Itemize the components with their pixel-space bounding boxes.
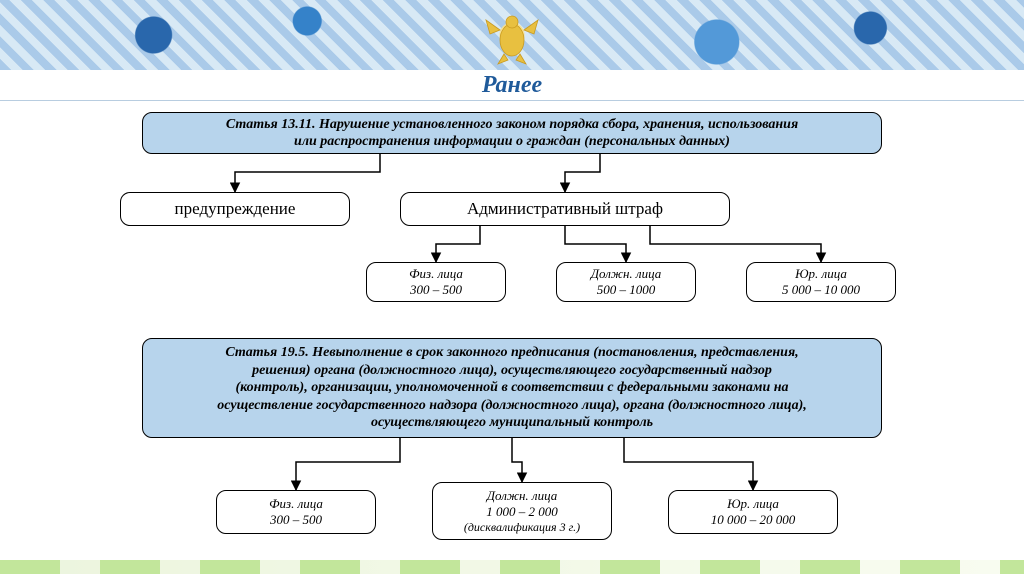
node-label: предупреждение bbox=[175, 199, 296, 219]
node-line: 10 000 – 20 000 bbox=[711, 512, 796, 528]
node-label: Административный штраф bbox=[467, 199, 663, 219]
header-line: осуществляющего муниципальный контроль bbox=[371, 414, 653, 432]
emblem-icon bbox=[482, 10, 542, 65]
node-admin-fine: Административный штраф bbox=[400, 192, 730, 226]
title-divider bbox=[0, 100, 1024, 101]
node-line: Физ. лица bbox=[409, 266, 463, 282]
node-line: 5 000 – 10 000 bbox=[782, 282, 860, 298]
node-line: Должн. лица bbox=[591, 266, 661, 282]
node-line: 500 – 1000 bbox=[597, 282, 656, 298]
node-fiz-2: Физ. лица 300 – 500 bbox=[216, 490, 376, 534]
bottom-decoration bbox=[0, 560, 1024, 574]
node-dolzh-2: Должн. лица 1 000 – 2 000 (дисквалификац… bbox=[432, 482, 612, 540]
node-line: 300 – 500 bbox=[270, 512, 322, 528]
node-yur-2: Юр. лица 10 000 – 20 000 bbox=[668, 490, 838, 534]
node-line: Должн. лица bbox=[487, 488, 557, 504]
node-line: Юр. лица bbox=[727, 496, 779, 512]
node-dolzh-1: Должн. лица 500 – 1000 bbox=[556, 262, 696, 302]
header-line: решения) органа (должностного лица), осу… bbox=[252, 362, 772, 380]
node-line: Юр. лица bbox=[795, 266, 847, 282]
page-title: Ранее bbox=[0, 72, 1024, 99]
header-line: или распространения информации о граждан… bbox=[294, 133, 730, 151]
node-warning: предупреждение bbox=[120, 192, 350, 226]
header-line: Статья 19.5. Невыполнение в срок законно… bbox=[225, 344, 798, 362]
header-line: осуществление государственного надзора (… bbox=[217, 397, 807, 415]
node-line: (дисквалификация 3 г.) bbox=[464, 520, 580, 535]
node-line: Физ. лица bbox=[269, 496, 323, 512]
node-line: 1 000 – 2 000 bbox=[486, 504, 558, 520]
article-19-5-header: Статья 19.5. Невыполнение в срок законно… bbox=[142, 338, 882, 438]
node-line: 300 – 500 bbox=[410, 282, 462, 298]
header-line: Статья 13.11. Нарушение установленного з… bbox=[226, 116, 798, 134]
header-line: (контроль), организации, уполномоченной … bbox=[235, 379, 788, 397]
node-fiz-1: Физ. лица 300 – 500 bbox=[366, 262, 506, 302]
article-13-11-header: Статья 13.11. Нарушение установленного з… bbox=[142, 112, 882, 154]
node-yur-1: Юр. лица 5 000 – 10 000 bbox=[746, 262, 896, 302]
